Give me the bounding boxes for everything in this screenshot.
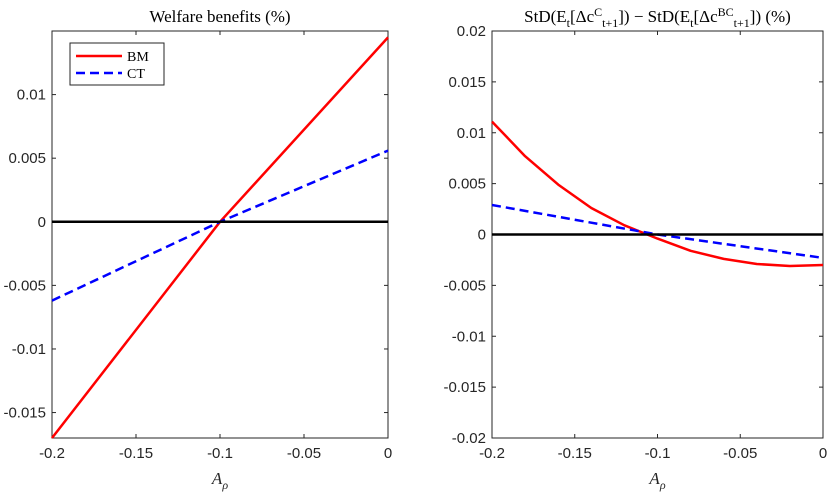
x-tick-label: -0.05 [723,445,757,462]
y-tick-label: -0.01 [452,328,486,345]
chart-title-part: t [690,16,694,30]
legend: BM CT [69,42,165,86]
chart-title-part: t+1 [734,16,750,30]
x-axis-label-main: A [211,469,223,488]
y-tick-label: -0.005 [3,277,46,294]
x-tick-label: -0.2 [479,445,505,462]
chart-title-part: [Δc [570,7,595,26]
y-tick-label: 0.005 [448,176,486,193]
chart-panel-2: -0.02 -0.015 -0.01 -0.005 0 0.005 0.01 0.015 0.0… [443,5,827,492]
y-tick-label: -0.015 [3,405,46,422]
x-tick-label: -0.15 [119,445,153,462]
chart-title: Welfare benefits (%) [149,7,290,26]
chart-title-part: C [594,5,602,19]
x-tick-label: -0.15 [558,445,592,462]
chart-title-part: StD(E [524,7,567,26]
chart-title: StD(Et[ΔcCt+1]) − StD(Et[ΔcBCt+1]) (%) [524,5,791,30]
series-line-bm [491,120,824,268]
y-tick-label: -0.015 [443,379,486,396]
x-tick-label: 0 [384,445,392,462]
y-tick-label: -0.02 [452,430,486,447]
legend-label-ct: CT [127,67,145,82]
x-axis-label: Aρ [648,469,665,492]
x-axis-label: Aρ [211,469,228,492]
x-tick-label: -0.1 [207,445,233,462]
x-tick-label: -0.2 [39,445,65,462]
x-tick-label: 0 [819,445,827,462]
chart-title-part: [Δc [694,7,719,26]
y-tick-label: 0.02 [457,23,486,40]
x-axis-label-subscript: ρ [659,478,666,492]
x-axis-label-main: A [648,469,660,488]
chart-title-part: BC [718,5,734,19]
x-tick-label: -0.1 [645,445,671,462]
legend-label-bm: BM [127,50,149,65]
y-tick-label: 0.01 [457,125,486,142]
y-tick-label: 0 [38,214,46,231]
chart-panel-1: -0.015 -0.01 -0.005 0 0.005 0.01 -0.2 -0.15 -0.1… [3,7,392,492]
x-tick-label: -0.05 [287,445,321,462]
x-axis-label-subscript: ρ [221,478,228,492]
chart-title-part: t+1 [602,16,618,30]
y-tick-label: 0.015 [448,74,486,91]
y-tick-label: -0.01 [12,341,46,358]
chart-title-part: ]) − StD(E [618,7,690,26]
y-tick-label: -0.005 [443,277,486,294]
legend-box [69,42,165,86]
chart-title-part: t [567,16,571,30]
y-tick-label: 0.01 [17,87,46,104]
y-tick-label: 0.005 [8,150,46,167]
chart-title-part: ]) (%) [750,7,791,26]
y-tick-label: 0 [478,227,486,244]
